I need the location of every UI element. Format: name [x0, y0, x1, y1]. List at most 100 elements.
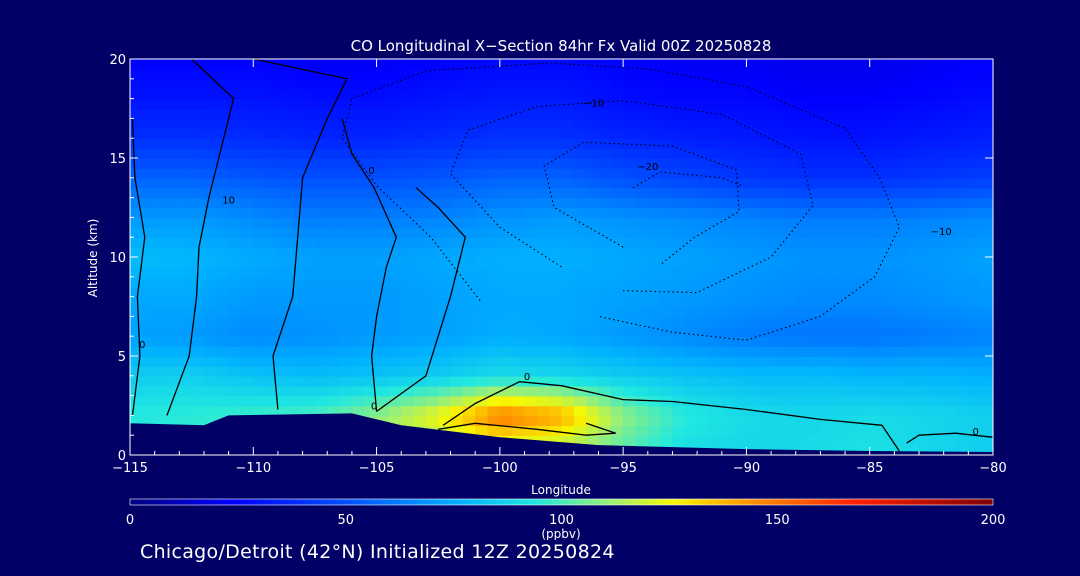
heat-cell: [438, 266, 452, 278]
heat-cell: [832, 247, 846, 258]
heat-cell: [573, 227, 587, 238]
heat-cell: [980, 227, 993, 238]
heat-cell: [142, 128, 156, 139]
heat-cell: [253, 68, 267, 80]
heat-cell: [327, 187, 341, 199]
heat-cell: [623, 138, 637, 149]
heat-cell: [906, 405, 920, 417]
heat-cell: [327, 365, 341, 377]
heat-cell: [746, 118, 760, 130]
heat-cell: [561, 187, 575, 199]
heat-cell: [413, 187, 427, 199]
heat-cell: [771, 266, 785, 278]
heat-cell: [265, 306, 279, 318]
heat-cell: [524, 306, 538, 318]
heat-cell: [314, 306, 328, 318]
heat-cell: [327, 395, 341, 407]
heat-cell: [795, 237, 809, 248]
heat-cell: [364, 148, 378, 159]
heat-cell: [438, 187, 452, 199]
heat-cell: [771, 365, 785, 377]
heat-cell: [487, 405, 501, 417]
heat-cell: [598, 108, 612, 120]
heat-cell: [808, 158, 822, 169]
heat-cell: [586, 128, 600, 139]
heat-cell: [524, 375, 538, 387]
heat-cell: [167, 207, 181, 219]
heat-cell: [462, 68, 476, 80]
heat-cell: [154, 276, 168, 288]
heat-cell: [968, 118, 982, 130]
heat-cell: [573, 286, 587, 298]
heat-cell: [462, 395, 476, 407]
heat-cell: [179, 88, 193, 100]
heat-cell: [154, 296, 168, 308]
heat-cell: [241, 68, 255, 80]
heat-cell: [549, 356, 563, 367]
heat-cell: [487, 128, 501, 139]
heat-cell: [598, 425, 612, 436]
heat-cell: [771, 276, 785, 288]
heat-cell: [845, 197, 859, 209]
heat-cell: [475, 296, 489, 308]
heat-cell: [623, 435, 637, 446]
heat-cell: [475, 158, 489, 169]
heat-cell: [820, 138, 834, 149]
heat-cell: [536, 247, 550, 258]
heat-cell: [832, 138, 846, 149]
heat-cell: [906, 197, 920, 209]
heat-cell: [795, 88, 809, 100]
heat-cell: [919, 415, 933, 427]
heat-cell: [660, 385, 674, 397]
heat-cell: [906, 435, 920, 446]
heat-cell: [820, 266, 834, 278]
chart-title: CO Longitudinal X−Section 84hr Fx Valid …: [351, 37, 772, 55]
heat-cell: [635, 375, 649, 387]
heat-cell: [709, 148, 723, 159]
heat-cell: [475, 257, 489, 268]
heat-cell: [968, 336, 982, 347]
heat-cell: [771, 207, 785, 219]
heat-cell: [869, 197, 883, 209]
heat-cell: [931, 68, 945, 80]
heat-cell: [672, 78, 686, 90]
heat-cell: [795, 286, 809, 298]
heat-cell: [302, 365, 316, 377]
heat-cell: [919, 316, 933, 328]
heat-cell: [290, 395, 304, 407]
heat-cell: [956, 68, 970, 80]
heat-cell: [167, 187, 181, 199]
heat-cell: [499, 108, 513, 120]
heat-cell: [351, 68, 365, 80]
heat-cell: [351, 118, 365, 130]
heat-cell: [290, 59, 304, 70]
heat-cell: [623, 197, 637, 209]
heat-cell: [130, 108, 144, 120]
heat-cell: [956, 395, 970, 407]
heat-cell: [450, 375, 464, 387]
heat-cell: [499, 78, 513, 90]
heat-cell: [549, 138, 563, 149]
heat-cell: [561, 128, 575, 139]
heat-cell: [438, 276, 452, 288]
heat-cell: [241, 257, 255, 268]
heat-cell: [228, 306, 242, 318]
heat-cell: [130, 385, 144, 397]
heat-cell: [413, 167, 427, 179]
heat-cell: [894, 177, 908, 189]
heat-cell: [561, 158, 575, 169]
heat-cell: [154, 148, 168, 159]
heat-cell: [351, 316, 365, 328]
heat-cell: [413, 98, 427, 110]
colorbar: [129, 498, 994, 506]
heat-cell: [425, 306, 439, 318]
heat-cell: [499, 177, 513, 189]
heat-cell: [265, 158, 279, 169]
heat-cell: [783, 59, 797, 70]
heat-cell: [660, 118, 674, 130]
heat-cell: [130, 247, 144, 258]
heat-cell: [241, 118, 255, 130]
heat-cell: [524, 78, 538, 90]
heat-cell: [931, 227, 945, 238]
heat-cell: [561, 59, 575, 70]
